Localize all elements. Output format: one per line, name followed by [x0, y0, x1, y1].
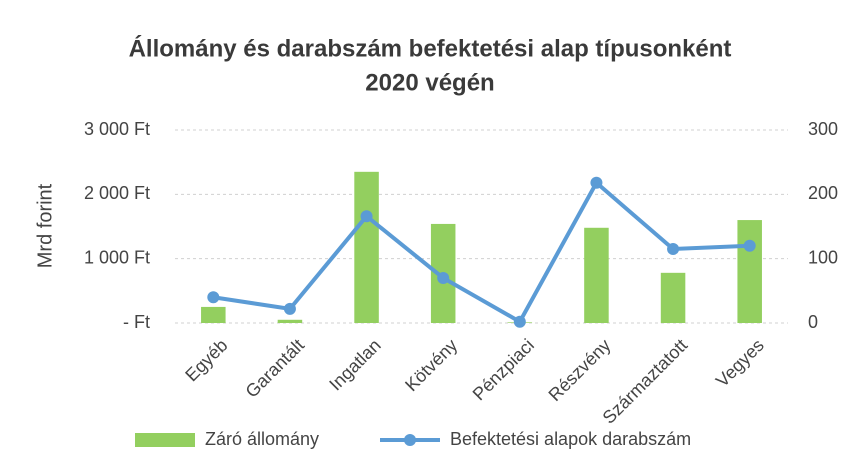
line [213, 179, 750, 325]
line-marker [283, 302, 296, 315]
y2-tick-label: 0 [808, 312, 818, 332]
line-marker [207, 291, 220, 304]
line-marker [590, 176, 603, 189]
chart-title: Állomány és darabszám befektetési alap t… [129, 34, 732, 62]
bar [737, 220, 762, 323]
y2-tick-label: 300 [808, 119, 838, 139]
legend-swatch [135, 433, 195, 447]
legend-label: Záró állomány [205, 429, 319, 449]
line-marker [743, 239, 756, 252]
bar [660, 272, 686, 323]
bar [584, 227, 609, 323]
bar [354, 171, 379, 323]
line-marker [360, 210, 373, 223]
y-tick-label: - Ft [123, 312, 150, 332]
bar [201, 306, 226, 323]
line-marker [437, 271, 450, 284]
legend-swatch [404, 434, 416, 446]
legend-label: Befektetési alapok darabszám [450, 429, 691, 449]
chart-subtitle: 2020 végén [365, 69, 494, 96]
line-marker [513, 315, 526, 328]
bar [277, 319, 303, 323]
line-marker [667, 243, 680, 256]
y2-tick-label: 200 [808, 183, 838, 203]
y2-tick-label: 100 [808, 247, 838, 267]
y-tick-label: 3 000 Ft [84, 119, 150, 139]
y-axis-label: Mrd forint [34, 183, 56, 268]
y-tick-label: 1 000 Ft [84, 247, 150, 267]
y-tick-label: 2 000 Ft [84, 183, 150, 203]
